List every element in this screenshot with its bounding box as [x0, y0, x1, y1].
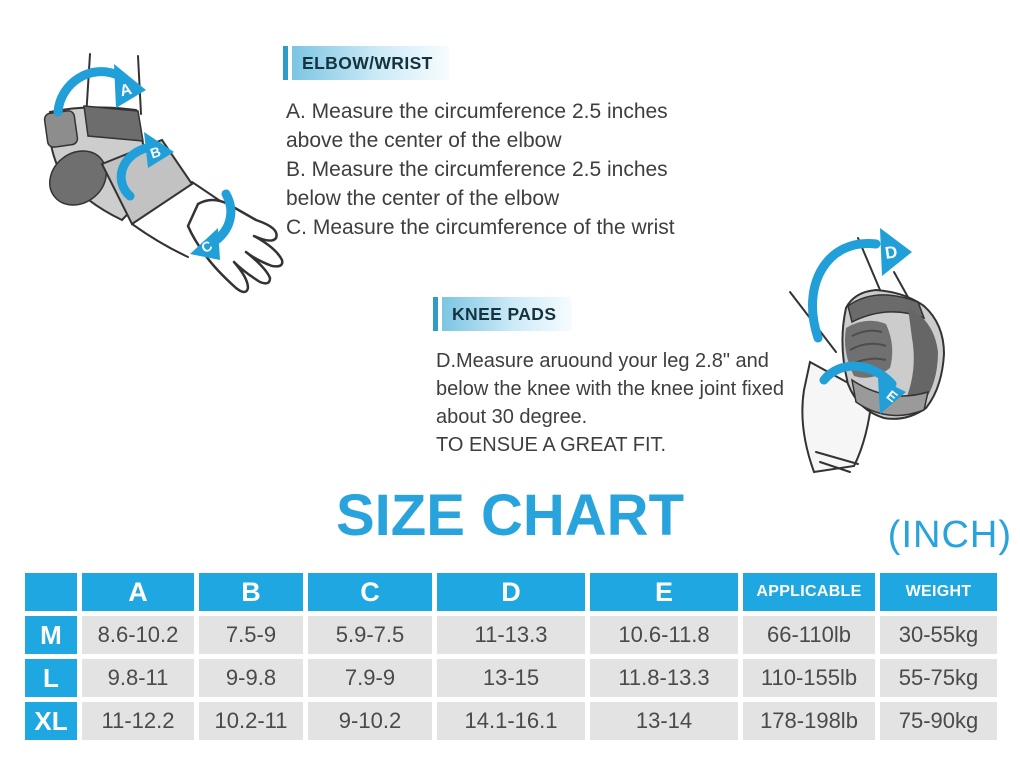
elbow-wrist-instructions: A. Measure the circumference 2.5 inches …	[286, 97, 675, 242]
size-label: M	[25, 616, 77, 654]
instruction-line: D.Measure aruound your leg 2.8" and	[436, 350, 769, 372]
elbow-wrist-section-header: ELBOW/WRIST	[283, 46, 449, 80]
forearm-outline	[131, 223, 189, 258]
table-cell: 9-9.8	[199, 659, 303, 697]
header-cell-weight: WEIGHT	[880, 573, 997, 611]
hand-outline	[186, 198, 284, 294]
table-cell: 10.2-11	[199, 702, 303, 740]
instruction-line: TO ENSUE A GREAT FIT.	[436, 434, 667, 456]
elbow-pad	[43, 105, 194, 226]
header-cell-blank	[25, 573, 77, 611]
elbow-pad-measure-diagram: A B C	[43, 53, 284, 294]
table-header-row: A B C D E APPLICABLE WEIGHT	[25, 573, 997, 611]
table-cell: 13-14	[590, 702, 738, 740]
instruction-line: above the center of the elbow	[286, 129, 562, 152]
instruction-line: B. Measure the circumference 2.5 inches	[286, 158, 668, 181]
table-row-m: M 8.6-10.2 7.5-9 5.9-7.5 11-13.3 10.6-11…	[25, 616, 997, 654]
table-cell: 8.6-10.2	[82, 616, 194, 654]
header-cell-d: D	[437, 573, 585, 611]
size-label: XL	[25, 702, 77, 740]
svg-text:D: D	[884, 242, 899, 263]
table-cell: 14.1-16.1	[437, 702, 585, 740]
table-cell: 66-110lb	[743, 616, 875, 654]
knee-pads-instructions: D.Measure aruound your leg 2.8" and belo…	[436, 347, 784, 459]
arrow-a-icon: A	[53, 64, 146, 117]
table-cell: 11-13.3	[437, 616, 585, 654]
header-cell-applicable: APPLICABLE	[743, 573, 875, 611]
table-cell: 178-198lb	[743, 702, 875, 740]
table-cell: 13-15	[437, 659, 585, 697]
svg-text:A: A	[118, 81, 134, 100]
table-cell: 9.8-11	[82, 659, 194, 697]
header-cell-b: B	[199, 573, 303, 611]
knee-pad-measure-diagram: D E	[789, 228, 946, 474]
table-cell: 9-10.2	[308, 702, 432, 740]
instruction-line: about 30 degree.	[436, 406, 588, 428]
size-chart-unit: (INCH)	[887, 514, 1012, 556]
header-cell-a: A	[82, 573, 194, 611]
arrow-b-icon: B	[116, 132, 174, 201]
header-accent-bar	[283, 46, 288, 80]
table-cell: 11-12.2	[82, 702, 194, 740]
header-accent-bar	[433, 297, 438, 331]
knee-pads-section-header: KNEE PADS	[433, 297, 573, 331]
table-cell: 75-90kg	[880, 702, 997, 740]
section-title: KNEE PADS	[442, 297, 573, 331]
section-title: ELBOW/WRIST	[292, 46, 449, 80]
table-row-l: L 9.8-11 9-9.8 7.9-9 13-15 11.8-13.3 110…	[25, 659, 997, 697]
table-cell: 11.8-13.3	[590, 659, 738, 697]
arrow-d-icon: D	[808, 228, 912, 343]
table-cell: 110-155lb	[743, 659, 875, 697]
svg-text:B: B	[148, 143, 163, 161]
table-row-xl: XL 11-12.2 10.2-11 9-10.2 14.1-16.1 13-1…	[25, 702, 997, 740]
header-cell-e: E	[590, 573, 738, 611]
instruction-line: below the knee with the knee joint fixed	[436, 378, 784, 400]
instruction-line: below the center of the elbow	[286, 187, 560, 210]
table-cell: 7.9-9	[308, 659, 432, 697]
header-cell-c: C	[308, 573, 432, 611]
size-label: L	[25, 659, 77, 697]
table-cell: 10.6-11.8	[590, 616, 738, 654]
instruction-line: C. Measure the circumference of the wris…	[286, 216, 675, 239]
instruction-line: A. Measure the circumference 2.5 inches	[286, 100, 668, 123]
size-chart-table: A B C D E APPLICABLE WEIGHT M 8.6-10.2 7…	[20, 568, 1002, 745]
table-cell: 7.5-9	[199, 616, 303, 654]
table-cell: 55-75kg	[880, 659, 997, 697]
table-cell: 5.9-7.5	[308, 616, 432, 654]
table-cell: 30-55kg	[880, 616, 997, 654]
arrow-c-icon: C	[190, 189, 236, 260]
size-chart-title: SIZE CHART	[336, 483, 684, 548]
